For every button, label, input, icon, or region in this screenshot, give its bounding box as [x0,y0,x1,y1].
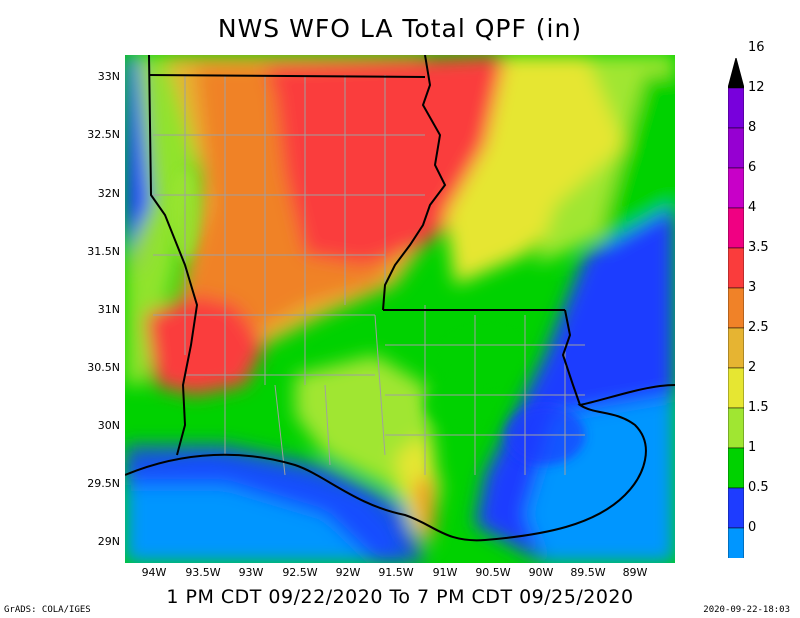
lat-label: 33N [97,70,120,83]
colorbar-label: 1.5 [748,400,769,415]
colorbar-label: 3.5 [748,240,769,255]
grads-credit: GrADS: COLA/IGES [4,605,91,615]
colorbar [728,58,744,558]
lon-label: 91.5W [378,566,414,579]
county-borders [153,75,585,476]
colorbar-segment [728,207,744,249]
valid-period: 1 PM CDT 09/22/2020 To 7 PM CDT 09/25/20… [166,586,634,608]
colorbar-segment [728,407,744,449]
colorbar-segment [728,87,744,129]
lat-label: 29.5N [87,477,120,490]
colorbar-segment [728,487,744,529]
colorbar-segment [728,167,744,209]
colorbar-label: 0 [748,520,757,535]
colorbar-max-arrow [728,58,744,89]
colorbar-segment [728,327,744,369]
lat-label: 30N [97,419,120,432]
colorbar-label: 3 [748,280,757,295]
colorbar-label: 1 [748,440,757,455]
lat-label: 32.5N [87,128,120,141]
timestamp: 2020-09-22-18:03 [703,605,790,615]
qpf-map-graphic [125,55,675,563]
colorbar-label: 16 [748,40,765,55]
lat-label: 29N [97,535,120,548]
colorbar-segment [728,527,744,558]
lat-label: 31.5N [87,245,120,258]
lon-label: 89W [622,566,648,579]
qpf-map [125,55,675,563]
colorbar-segment [728,247,744,289]
lon-label: 93.5W [185,566,221,579]
lon-label: 92.5W [282,566,318,579]
lon-label: 93W [238,566,264,579]
precip-field [125,55,675,563]
lat-label: 32N [97,187,120,200]
lat-label: 30.5N [87,361,120,374]
lon-label: 92W [335,566,361,579]
colorbar-label: 2 [748,360,757,375]
lon-label: 90W [528,566,554,579]
colorbar-segment [728,287,744,329]
colorbar-segment [728,127,744,169]
map-title: NWS WFO LA Total QPF (in) [217,14,583,43]
colorbar-label: 4 [748,200,757,215]
colorbar-segment [728,367,744,409]
colorbar-segment [728,447,744,489]
lon-label: 91W [432,566,458,579]
colorbar-label: 8 [748,120,757,135]
lon-label: 90.5W [475,566,511,579]
colorbar-label: 0.5 [748,480,769,495]
colorbar-label: 12 [748,80,765,95]
lon-label: 94W [141,566,167,579]
lon-label: 89.5W [570,566,606,579]
colorbar-label: 2.5 [748,320,769,335]
lat-label: 31N [97,303,120,316]
colorbar-label: 6 [748,160,757,175]
state-borders [125,55,675,542]
